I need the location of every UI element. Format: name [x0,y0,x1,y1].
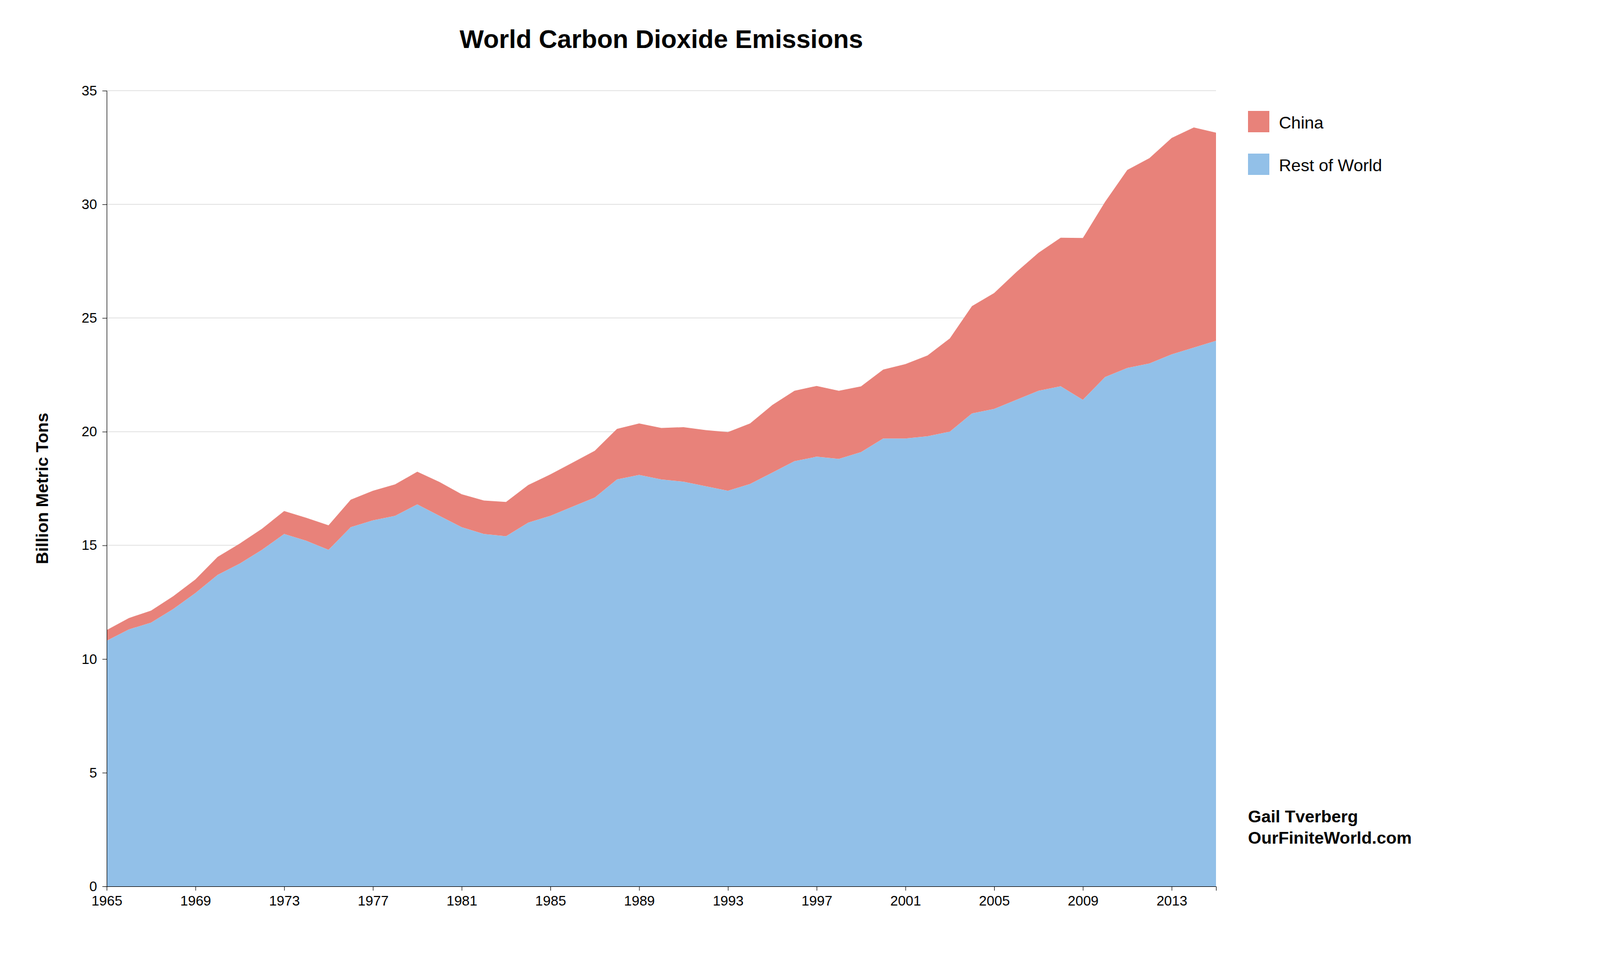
legend-swatch [1248,110,1270,133]
grid-line [106,90,1216,92]
y-axis-line [102,91,108,887]
x-tick: 1993 [712,886,744,909]
x-tick-mark [905,886,907,891]
x-tick-label: 2009 [1067,892,1099,909]
y-tick-mark [102,90,107,92]
x-tick-label: 1977 [357,892,389,909]
y-tick: 20 [81,423,107,440]
y-tick: 10 [81,651,107,668]
y-tick-label: 30 [81,196,98,213]
title: World Carbon Dioxide Emissions [459,25,864,54]
y-tick-label: 5 [89,764,98,781]
x-tick-mark [1171,886,1173,891]
x-tick-label: 1993 [712,892,744,909]
y-tick: 35 [81,82,107,99]
x-tick-label: 1985 [535,892,567,909]
x-tick-label: 1989 [624,892,655,909]
legend-item: Rest of World [1248,153,1382,175]
x-tick: 1973 [268,886,300,909]
chart: 1965196919731977198119851989199319972001… [0,0,1600,961]
x-tick-mark [1082,886,1084,891]
annotation-line: OurFiniteWorld.com [1248,828,1412,848]
x-tick: 1985 [535,886,567,909]
grid [106,90,1216,887]
x-tick: 1977 [357,886,389,909]
plot: 1965196919731977198119851989199319972001… [32,82,1217,910]
y-tick-label: 35 [81,82,98,99]
x-tick-mark [550,886,551,891]
x-tick-label: 1997 [801,892,833,909]
legend-label: China [1278,113,1324,133]
areas [106,127,1216,887]
y-tick-label: 20 [81,423,98,440]
x-tick: 1981 [446,886,478,909]
grid-line [106,203,1216,205]
y-tick: 25 [81,309,107,326]
legend-swatch [1248,153,1270,175]
x-tick: 2005 [979,886,1011,909]
x-axis: 1965 1969 1973 1977 1981 1985 1989 1993 1997 2001… [91,886,1217,909]
y-axis-title: Billion Metric Tons [32,412,52,565]
legend-item: China [1248,110,1324,133]
legend-label: Rest of World [1278,155,1382,175]
y-tick: 0 [89,878,107,895]
x-tick-mark [994,886,995,891]
x-tick: 1997 [801,886,833,909]
annotation-line: Gail Tverberg [1248,806,1358,827]
x-tick-label: 1973 [268,892,300,909]
x-tick-mark [638,886,640,891]
y-tick: 15 [81,537,107,554]
y-tick-label: 0 [89,878,98,895]
x-tick: 1969 [180,886,212,909]
y-tick-label: 25 [81,309,98,326]
x-tick-mark [195,886,196,891]
x-tick: 2013 [1156,886,1188,909]
y-tick-label: 10 [81,651,98,668]
x-tick-mark [284,886,285,891]
y-tick-mark [102,545,107,547]
y-tick-label: 15 [81,537,98,554]
y-tick-mark [102,204,107,205]
x-tick-label: 2001 [890,892,922,909]
x-tick-mark [816,886,818,891]
y-tick-mark [102,886,107,887]
x-tick-label: 1969 [180,892,212,909]
x-tick-mark [106,886,108,891]
y-tick-mark [102,317,107,319]
x-tick-mark [372,886,374,891]
y-tick: 5 [89,764,107,781]
y-axis: 0 5 10 15 20 25 30 35 [81,82,107,895]
y-tick-mark [102,772,107,774]
x-tick: 2009 [1067,886,1099,909]
area [106,340,1216,887]
x-tick: 2001 [890,886,922,909]
y-tick: 30 [81,196,107,213]
x-tick: 1989 [624,886,655,909]
x-tick-mark [728,886,729,891]
x-tick-label: 2005 [979,892,1011,909]
x-tick-label: 2013 [1156,892,1188,909]
y-tick-mark [102,431,107,432]
x-tick-label: 1965 [91,892,123,909]
y-tick-mark [102,659,107,660]
legend: China Rest of World [1248,110,1382,175]
area [106,127,1216,642]
x-tick-mark [461,886,463,891]
x-axis-line [107,886,1217,892]
annotation: Gail TverbergOurFiniteWorld.com [1248,806,1412,848]
x-tick-label: 1981 [446,892,478,909]
